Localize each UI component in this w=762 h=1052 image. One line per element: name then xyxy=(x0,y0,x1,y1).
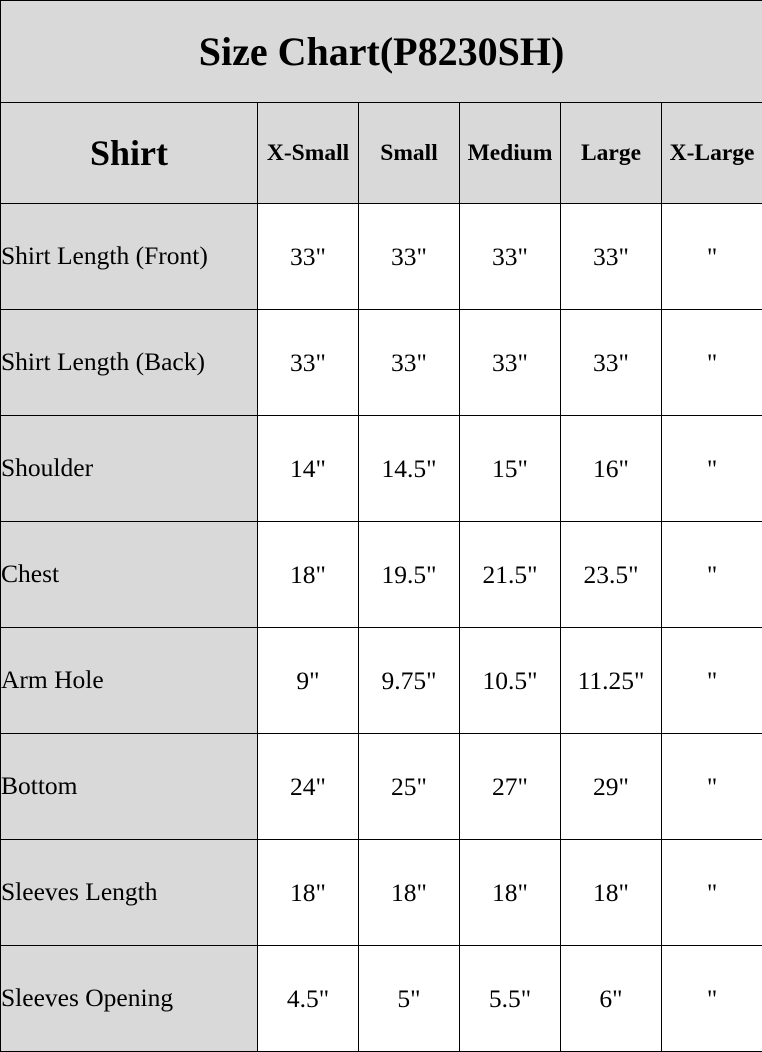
cell-shirt-length-front-small: 33" xyxy=(358,203,460,310)
category-header: Shirt xyxy=(0,102,258,204)
cell-shoulder-x-large: " xyxy=(660,415,762,522)
cell-sleeves-length-large: 18" xyxy=(560,839,662,946)
size-header-x-large: X-Large xyxy=(660,102,762,204)
row-label-chest: Chest xyxy=(0,521,258,628)
cell-arm-hole-medium: 10.5" xyxy=(459,627,561,734)
table-row: Sleeves Opening 4.5" 5" 5.5" 6" " xyxy=(0,945,762,1052)
cell-shirt-length-back-medium: 33" xyxy=(459,309,561,416)
cell-shoulder-x-small: 14" xyxy=(257,415,359,522)
cell-arm-hole-small: 9.75" xyxy=(358,627,460,734)
size-header-medium: Medium xyxy=(459,102,561,204)
table-row: Bottom 24" 25" 27" 29" " xyxy=(0,733,762,840)
cell-arm-hole-x-small: 9" xyxy=(257,627,359,734)
table-row: Shirt Length (Front) 33" 33" 33" 33" " xyxy=(0,203,762,310)
cell-shoulder-large: 16" xyxy=(560,415,662,522)
cell-sleeves-length-x-small: 18" xyxy=(257,839,359,946)
cell-chest-small: 19.5" xyxy=(358,521,460,628)
cell-chest-medium: 21.5" xyxy=(459,521,561,628)
cell-sleeves-length-medium: 18" xyxy=(459,839,561,946)
row-label-shoulder: Shoulder xyxy=(0,415,258,522)
cell-chest-x-small: 18" xyxy=(257,521,359,628)
cell-shoulder-small: 14.5" xyxy=(358,415,460,522)
table-row: Shoulder 14" 14.5" 15" 16" " xyxy=(0,415,762,522)
cell-shirt-length-back-large: 33" xyxy=(560,309,662,416)
cell-bottom-x-large: " xyxy=(660,733,762,840)
cell-chest-x-large: " xyxy=(660,521,762,628)
row-label-sleeves-length: Sleeves Length xyxy=(0,839,258,946)
cell-shirt-length-front-x-small: 33" xyxy=(257,203,359,310)
cell-arm-hole-x-large: " xyxy=(660,627,762,734)
cell-shirt-length-front-medium: 33" xyxy=(459,203,561,310)
cell-bottom-small: 25" xyxy=(358,733,460,840)
cell-shirt-length-front-x-large: " xyxy=(660,203,762,310)
cell-sleeves-opening-small: 5" xyxy=(358,945,460,1052)
cell-sleeves-length-small: 18" xyxy=(358,839,460,946)
size-header-large: Large xyxy=(560,102,662,204)
cell-shirt-length-back-small: 33" xyxy=(358,309,460,416)
row-label-arm-hole: Arm Hole xyxy=(0,627,258,734)
cell-sleeves-length-x-large: " xyxy=(660,839,762,946)
cell-shirt-length-back-x-large: " xyxy=(660,309,762,416)
cell-bottom-medium: 27" xyxy=(459,733,561,840)
measurement-rows: Shirt Length (Front) 33" 33" 33" 33" " S… xyxy=(0,203,762,1052)
table-row: Arm Hole 9" 9.75" 10.5" 11.25" " xyxy=(0,627,762,734)
size-header-small: Small xyxy=(358,102,460,204)
title-row: Size Chart(P8230SH) xyxy=(0,0,762,103)
cell-bottom-x-small: 24" xyxy=(257,733,359,840)
table-row: Sleeves Length 18" 18" 18" 18" " xyxy=(0,839,762,946)
table-row: Chest 18" 19.5" 21.5" 23.5" " xyxy=(0,521,762,628)
cell-arm-hole-large: 11.25" xyxy=(560,627,662,734)
cell-bottom-large: 29" xyxy=(560,733,662,840)
cell-sleeves-opening-large: 6" xyxy=(560,945,662,1052)
size-header-x-small: X-Small xyxy=(257,102,359,204)
row-label-shirt-length-front: Shirt Length (Front) xyxy=(0,203,258,310)
row-label-shirt-length-back: Shirt Length (Back) xyxy=(0,309,258,416)
column-header-row: Shirt X-Small Small Medium Large X-Large xyxy=(0,102,762,204)
cell-shoulder-medium: 15" xyxy=(459,415,561,522)
cell-chest-large: 23.5" xyxy=(560,521,662,628)
row-label-bottom: Bottom xyxy=(0,733,258,840)
cell-sleeves-opening-x-small: 4.5" xyxy=(257,945,359,1052)
chart-title: Size Chart(P8230SH) xyxy=(0,0,762,103)
cell-sleeves-opening-x-large: " xyxy=(660,945,762,1052)
cell-shirt-length-front-large: 33" xyxy=(560,203,662,310)
table-row: Shirt Length (Back) 33" 33" 33" 33" " xyxy=(0,309,762,416)
cell-shirt-length-back-x-small: 33" xyxy=(257,309,359,416)
cell-sleeves-opening-medium: 5.5" xyxy=(459,945,561,1052)
row-label-sleeves-opening: Sleeves Opening xyxy=(0,945,258,1052)
